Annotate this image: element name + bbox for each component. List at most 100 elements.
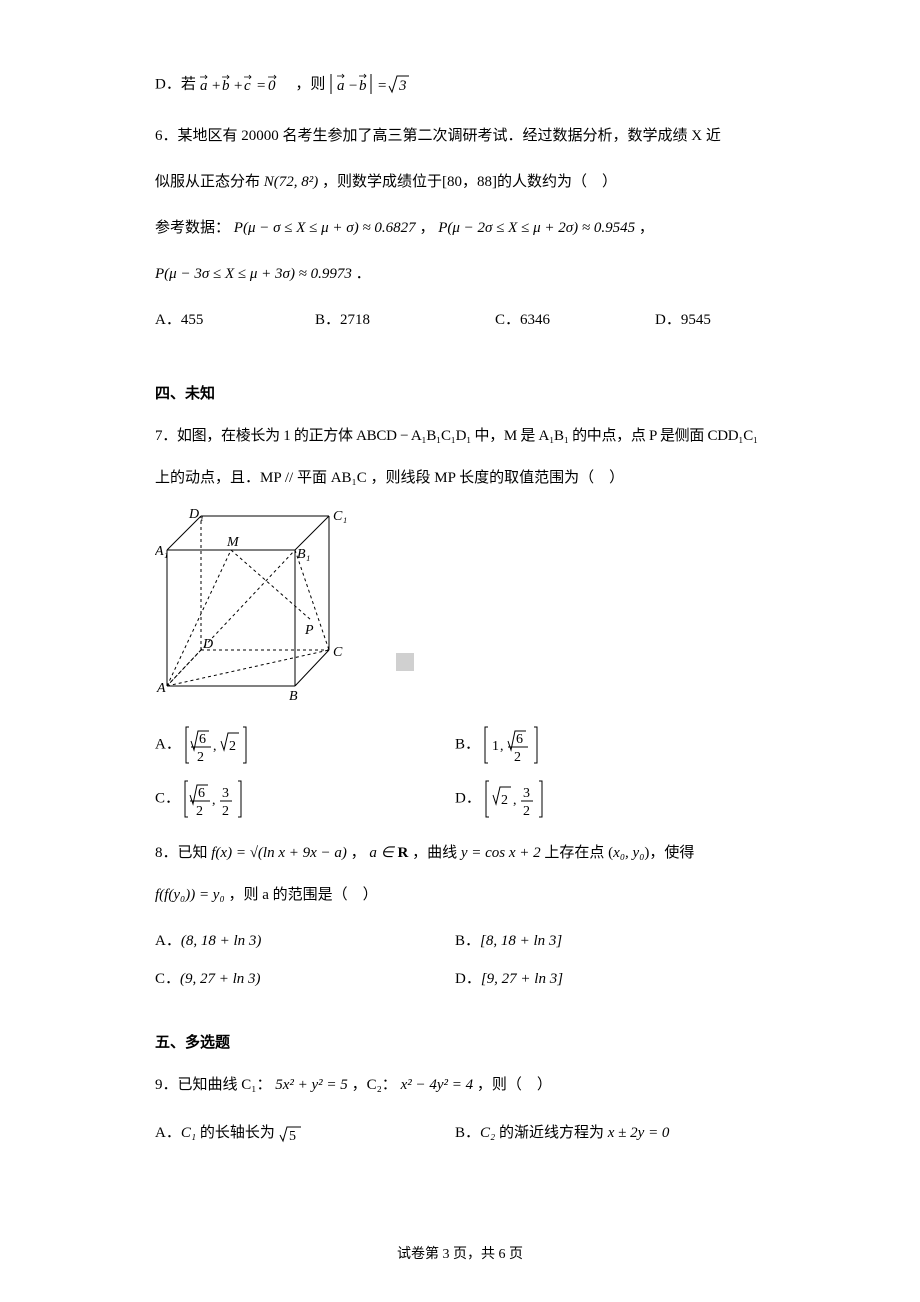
svg-text:=: = [377, 78, 387, 94]
q9-mid: ，C₂： [352, 1077, 397, 1093]
q6-stem2a: 似服从正态分布 [155, 174, 260, 190]
svg-text:b: b [359, 78, 367, 94]
svg-text:,: , [212, 793, 216, 808]
q6-ref-label: 参考数据： [155, 220, 230, 236]
svg-text:3: 3 [222, 786, 229, 801]
svg-text:3: 3 [398, 78, 407, 94]
q5-d-mid: ，则 [295, 76, 325, 92]
q9-c1: 5x² + y² = 5 [275, 1077, 348, 1093]
svg-text:+: + [233, 78, 243, 94]
q7-opt-b[interactable]: B． 1 , 6 2 [455, 725, 765, 765]
section-4-title: 四、未知 [155, 382, 765, 406]
watermark-box [396, 653, 414, 671]
q6-stem2b: ，则数学成绩位于[80，88]的人数约为（ ） [322, 174, 617, 190]
svg-text:6: 6 [199, 732, 206, 747]
q5-d-expr2: a − b = 3 [329, 76, 415, 92]
svg-text:=: = [256, 78, 266, 94]
q8-opt-d[interactable]: D．[9, 27 + ln 3] [455, 967, 765, 991]
q9-opt-b[interactable]: B．C₂ 的渐近线方程为 x ± 2y = 0 [455, 1121, 765, 1145]
section-5-title: 五、多选题 [155, 1031, 765, 1055]
q5-d-expr1: a + b + c = 0 [200, 76, 296, 92]
svg-text:P: P [304, 623, 314, 638]
q8-stem-line1: 8．已知 f(x) = √(ln x + 9x − a) ， a ∈ R ，曲线… [155, 841, 765, 865]
q6-stem-line2: 似服从正态分布 N(72, 8²) ，则数学成绩位于[80，88]的人数约为（ … [155, 170, 765, 194]
q6-opt-d[interactable]: D．9545 [655, 308, 765, 332]
q6-comma2: ， [639, 220, 654, 236]
q8-expr: f(f(y₀)) = y₀ [155, 887, 225, 903]
svg-text:2: 2 [514, 750, 521, 765]
q6-ref3: P(μ − 3σ ≤ X ≤ μ + 3σ) ≈ 0.9973 [155, 266, 352, 282]
svg-text:2: 2 [501, 793, 508, 808]
svg-text:C: C [333, 645, 343, 660]
svg-text:C₁: C₁ [333, 509, 347, 524]
svg-text:5: 5 [289, 1129, 296, 1143]
q6-options: A．455 B．2718 C．6346 D．9545 [155, 308, 765, 332]
svg-text:,: , [513, 793, 517, 808]
q8-a: a ∈ R [369, 845, 408, 861]
q6-ref-line1: 参考数据： P(μ − σ ≤ X ≤ μ + σ) ≈ 0.6827 ， P(… [155, 216, 765, 240]
svg-text:M: M [226, 535, 240, 550]
q6-normal: N(72, 8²) [264, 174, 319, 190]
svg-text:−: − [348, 78, 358, 94]
svg-text:2: 2 [229, 739, 236, 754]
q7-stem-line1: 7．如图，在棱长为 1 的正方体 ABCD − A₁B₁C₁D₁ 中，M 是 A… [155, 424, 765, 448]
q5-d-pre: D．若 [155, 76, 196, 92]
svg-text:a: a [337, 78, 345, 94]
q6-comma1: ， [419, 220, 434, 236]
q9-post: ，则（ ） [477, 1077, 552, 1093]
svg-text:2: 2 [222, 804, 229, 819]
q7-options-row1: A． 6 2 , 2 B． 1 , 6 2 [155, 725, 765, 765]
q7-stem-line2: 上的动点，且．MP // 平面 AB₁C ，则线段 MP 长度的取值范围为（ ） [155, 466, 765, 490]
svg-text:6: 6 [198, 786, 205, 801]
q6-ref1: P(μ − σ ≤ X ≤ μ + σ) ≈ 0.6827 [234, 220, 416, 236]
svg-text:+: + [211, 78, 221, 94]
q9-c2: x² − 4y² = 4 [401, 1077, 474, 1093]
q8-f: f(x) = √(ln x + 9x − a) [211, 845, 347, 861]
q7-cube-diagram: A B C D A₁ B₁ C₁ D₁ M P [155, 508, 765, 711]
svg-text:B: B [289, 689, 298, 703]
q8-mid1: ， [351, 845, 366, 861]
q7-opt-d[interactable]: D． 2 , 3 2 [455, 779, 765, 819]
q6-period: ． [356, 266, 371, 282]
q6-opt-b[interactable]: B．2718 [315, 308, 495, 332]
q8-opt-c[interactable]: C．(9, 27 + ln 3) [155, 967, 455, 991]
q6-stem-line1: 6．某地区有 20000 名考生参加了高三第二次调研考试．经过数据分析，数学成绩… [155, 124, 765, 148]
q6-stem1: 6．某地区有 20000 名考生参加了高三第二次调研考试．经过数据分析，数学成绩… [155, 128, 721, 144]
q7-opt-a[interactable]: A． 6 2 , 2 [155, 725, 455, 765]
q8-post: 上存在点 (x₀, y₀)，使得 [544, 845, 694, 861]
svg-text:,: , [500, 739, 504, 754]
q8-pre: 8．已知 [155, 845, 208, 861]
svg-text:A: A [156, 681, 166, 696]
svg-text:D₁: D₁ [188, 508, 204, 522]
q8-stem-line2: f(f(y₀)) = y₀ ，则 a 的范围是（ ） [155, 883, 765, 907]
q6-ref2: P(μ − 2σ ≤ X ≤ μ + 2σ) ≈ 0.9545 [438, 220, 635, 236]
svg-text:2: 2 [196, 804, 203, 819]
svg-text:,: , [213, 739, 217, 754]
q9-opt-a[interactable]: A．C₁ 的长轴长为 5 [155, 1121, 455, 1145]
q8-opt-b[interactable]: B．[8, 18 + ln 3] [455, 929, 765, 953]
svg-text:2: 2 [197, 750, 204, 765]
svg-text:D: D [202, 637, 213, 652]
q8-curve: y = cos x + 2 [461, 845, 541, 861]
page-footer: 试卷第 3 页，共 6 页 [0, 1244, 920, 1266]
q7-opt-c[interactable]: C． 6 2 , 3 2 [155, 779, 455, 819]
svg-text:1: 1 [492, 739, 499, 754]
q9-options-row1: A．C₁ 的长轴长为 5 B．C₂ 的渐近线方程为 x ± 2y = 0 [155, 1121, 765, 1145]
q7-options-row2: C． 6 2 , 3 2 D． 2 , 3 [155, 779, 765, 819]
q9-stem: 9．已知曲线 C₁： 5x² + y² = 5 ，C₂： x² − 4y² = … [155, 1073, 765, 1097]
svg-text:c: c [244, 78, 251, 94]
svg-text:6: 6 [516, 732, 523, 747]
q8-post2: ，则 a 的范围是（ ） [228, 887, 377, 903]
svg-text:B₁: B₁ [297, 547, 310, 562]
svg-text:A₁: A₁ [155, 544, 168, 559]
svg-text:a: a [200, 78, 208, 94]
q8-options-row2: C．(9, 27 + ln 3) D．[9, 27 + ln 3] [155, 967, 765, 991]
q6-opt-a[interactable]: A．455 [155, 308, 315, 332]
svg-text:2: 2 [523, 804, 530, 819]
q9-pre: 9．已知曲线 C₁： [155, 1077, 272, 1093]
q8-opt-a[interactable]: A．(8, 18 + ln 3) [155, 929, 455, 953]
q6-ref-line2: P(μ − 3σ ≤ X ≤ μ + 3σ) ≈ 0.9973 ． [155, 262, 765, 286]
q6-opt-c[interactable]: C．6346 [495, 308, 655, 332]
q8-mid2: ，曲线 [412, 845, 461, 861]
q5-option-d: D．若 a + b + c = 0 ，则 a − b [155, 70, 765, 100]
